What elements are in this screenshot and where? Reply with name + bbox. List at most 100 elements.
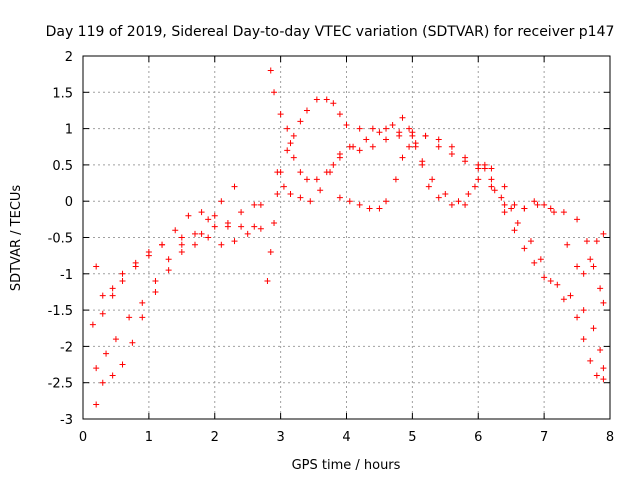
data-point [369,125,376,132]
x-tick-label: 3 [276,430,284,445]
data-point [600,230,607,237]
data-point [481,165,488,172]
data-point [93,263,100,270]
data-point [580,307,587,314]
data-point [336,194,343,201]
data-point [307,198,314,205]
data-point [218,198,225,205]
data-point [541,201,548,208]
data-point [521,245,528,252]
data-point [429,176,436,183]
x-axis-label: GPS time / hours [292,458,401,473]
data-point [412,143,419,150]
data-point [435,143,442,150]
x-tick-label: 4 [342,430,350,445]
data-point [597,285,604,292]
data-point [537,256,544,263]
data-point [284,125,291,132]
data-point [191,230,198,237]
data-point [471,183,478,190]
data-point [574,263,581,270]
data-points [89,67,607,408]
data-point [274,169,281,176]
data-point [132,263,139,270]
data-point [336,111,343,118]
data-point [389,121,396,128]
data-point [251,201,258,208]
data-point [112,336,119,343]
data-point [514,219,521,226]
data-point [541,274,548,281]
data-point [488,183,495,190]
data-point [172,227,179,234]
data-point [231,238,238,245]
data-point [574,314,581,321]
data-point [205,216,212,223]
data-point [231,183,238,190]
x-tick-label: 6 [474,430,482,445]
data-point [511,201,518,208]
data-point [396,132,403,139]
series-track7 [274,132,607,277]
data-point [366,205,373,212]
data-point [119,270,126,277]
data-point [593,238,600,245]
data-point [422,132,429,139]
data-point [267,249,274,256]
data-point [462,158,469,165]
data-point [448,151,455,158]
data-point [280,183,287,190]
x-tick-label: 2 [211,430,219,445]
data-point [224,219,231,226]
data-point [356,125,363,132]
series-track1 [93,209,264,299]
data-point [346,198,353,205]
y-tick-label: -2 [60,340,73,355]
data-point [178,241,185,248]
data-point [597,347,604,354]
data-point [198,209,205,216]
y-tick-label: -2.5 [48,377,73,392]
data-point [363,136,370,143]
data-point [488,176,495,183]
y-tick-label: 0 [65,195,73,210]
data-point [191,241,198,248]
data-point [211,212,218,219]
data-point [185,212,192,219]
data-point [297,118,304,125]
data-point [369,143,376,150]
data-point [178,234,185,241]
series-track5 [264,96,607,383]
data-point [103,350,110,357]
x-tick-label: 7 [540,430,548,445]
series-track6 [267,67,607,306]
data-point [448,143,455,150]
data-point [264,278,271,285]
data-point [313,96,320,103]
data-point [590,263,597,270]
data-point [587,256,594,263]
data-point [600,365,607,372]
data-point [198,230,205,237]
data-point [211,223,218,230]
data-point [419,158,426,165]
data-point [587,357,594,364]
data-point [534,201,541,208]
data-point [406,143,413,150]
axis-ticks: 0 1 2 3 4 5 6 7 8 -3 -2.5 -2 -1.5 -1 -0.5 0 0.5 1 1.5 2 [48,50,615,445]
data-point [287,140,294,147]
data-point [89,321,96,328]
data-point [205,234,212,241]
data-point [383,136,390,143]
data-point [343,121,350,128]
data-point [442,190,449,197]
data-point [327,169,334,176]
data-point [159,241,166,248]
data-point [317,187,324,194]
data-point [238,223,245,230]
data-point [109,292,116,299]
data-point [336,151,343,158]
data-point [284,147,291,154]
data-point [178,249,185,256]
data-point [287,190,294,197]
